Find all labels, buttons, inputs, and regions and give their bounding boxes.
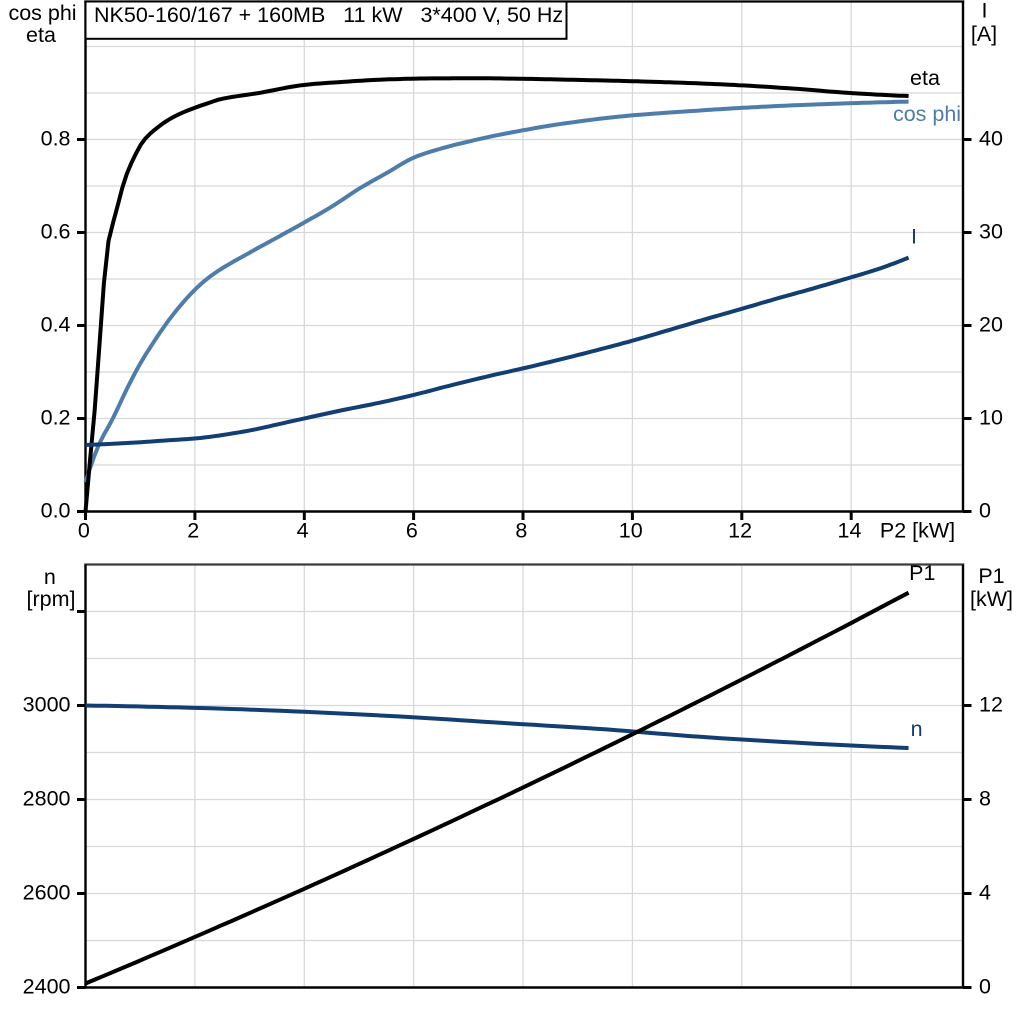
svg-text:0: 0: [78, 519, 90, 543]
svg-text:20: 20: [979, 313, 1003, 337]
svg-text:cos phi: cos phi: [893, 102, 961, 126]
svg-text:[kW]: [kW]: [970, 587, 1013, 611]
svg-text:10: 10: [619, 519, 643, 543]
svg-text:8: 8: [515, 519, 527, 543]
svg-text:n: n: [911, 717, 923, 741]
svg-text:0.4: 0.4: [41, 313, 71, 337]
svg-text:14: 14: [838, 519, 862, 543]
svg-text:2400: 2400: [23, 975, 71, 999]
svg-text:40: 40: [979, 127, 1003, 151]
svg-text:P1: P1: [978, 564, 1004, 588]
svg-text:I: I: [982, 0, 988, 23]
svg-text:0.8: 0.8: [41, 127, 71, 151]
svg-text:12: 12: [728, 519, 752, 543]
svg-text:P2 [kW]: P2 [kW]: [880, 519, 955, 543]
svg-text:eta: eta: [26, 23, 56, 47]
svg-text:8: 8: [979, 787, 991, 811]
svg-text:4: 4: [979, 881, 991, 905]
svg-text:0.0: 0.0: [41, 499, 71, 523]
svg-text:2: 2: [187, 519, 199, 543]
svg-text:cos phi: cos phi: [8, 1, 76, 25]
svg-text:0: 0: [979, 499, 991, 523]
svg-text:n: n: [44, 565, 56, 589]
svg-text:0.2: 0.2: [41, 406, 71, 430]
svg-text:P1: P1: [909, 561, 935, 585]
svg-text:NK50-160/167 + 160MB 11 kW: NK50-160/167 + 160MB 11 kW 3*400 V, 50 H…: [94, 3, 563, 27]
svg-text:30: 30: [979, 220, 1003, 244]
svg-text:[rpm]: [rpm]: [27, 587, 76, 611]
svg-text:10: 10: [979, 406, 1003, 430]
svg-text:0: 0: [979, 975, 991, 999]
svg-text:12: 12: [979, 693, 1003, 717]
svg-text:4: 4: [297, 519, 309, 543]
svg-text:2600: 2600: [23, 881, 71, 905]
svg-text:3000: 3000: [23, 693, 71, 717]
svg-text:I: I: [911, 224, 917, 248]
svg-text:eta: eta: [910, 66, 940, 90]
svg-text:2800: 2800: [23, 787, 71, 811]
svg-text:6: 6: [406, 519, 418, 543]
svg-text:[A]: [A]: [971, 22, 997, 46]
svg-text:0.6: 0.6: [41, 220, 71, 244]
